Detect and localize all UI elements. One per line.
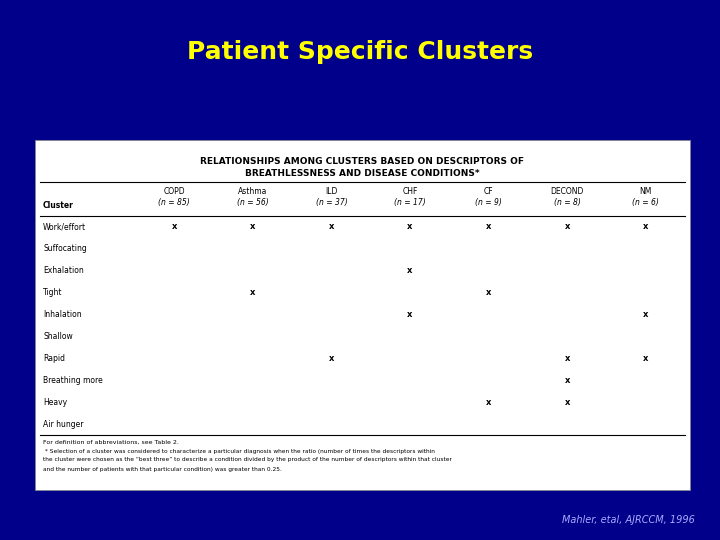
Text: DECOND: DECOND bbox=[551, 187, 584, 197]
Text: x: x bbox=[564, 397, 570, 407]
Text: Mahler, etal, AJRCCM, 1996: Mahler, etal, AJRCCM, 1996 bbox=[562, 515, 695, 525]
Text: (n = 17): (n = 17) bbox=[394, 198, 426, 206]
Text: x: x bbox=[329, 222, 334, 232]
Text: (n = 8): (n = 8) bbox=[554, 198, 580, 206]
Text: Heavy: Heavy bbox=[43, 397, 67, 407]
Text: Tight: Tight bbox=[43, 288, 63, 297]
Text: x: x bbox=[643, 354, 649, 363]
Text: (n = 56): (n = 56) bbox=[237, 198, 269, 206]
Text: (n = 9): (n = 9) bbox=[475, 198, 502, 206]
Text: x: x bbox=[564, 376, 570, 384]
Text: (n = 85): (n = 85) bbox=[158, 198, 190, 206]
Text: x: x bbox=[329, 354, 334, 363]
Text: COPD: COPD bbox=[163, 187, 185, 197]
Text: x: x bbox=[643, 222, 649, 232]
Text: CF: CF bbox=[484, 187, 493, 197]
Text: Work/effort: Work/effort bbox=[43, 222, 86, 232]
Text: * Selection of a cluster was considered to characterize a particular diagnosis w: * Selection of a cluster was considered … bbox=[43, 449, 435, 454]
Text: the cluster were chosen as the “best three” to describe a condition divided by t: the cluster were chosen as the “best thr… bbox=[43, 457, 452, 462]
Text: x: x bbox=[564, 354, 570, 363]
Text: Asthma: Asthma bbox=[238, 187, 268, 197]
Text: ILD: ILD bbox=[325, 187, 338, 197]
Text: (n = 6): (n = 6) bbox=[632, 198, 659, 206]
Text: Inhalation: Inhalation bbox=[43, 310, 81, 319]
Text: Patient Specific Clusters: Patient Specific Clusters bbox=[187, 40, 533, 64]
Text: and the number of patients with that particular condition) was greater than 0.25: and the number of patients with that par… bbox=[43, 467, 282, 471]
Text: x: x bbox=[408, 222, 413, 232]
Text: x: x bbox=[408, 310, 413, 319]
Text: x: x bbox=[408, 266, 413, 275]
Text: Rapid: Rapid bbox=[43, 354, 65, 363]
Text: Exhalation: Exhalation bbox=[43, 266, 84, 275]
Text: NM: NM bbox=[639, 187, 652, 197]
Text: x: x bbox=[486, 288, 491, 297]
Text: BREATHLESSNESS AND DISEASE CONDITIONS*: BREATHLESSNESS AND DISEASE CONDITIONS* bbox=[246, 170, 480, 179]
Text: x: x bbox=[250, 288, 256, 297]
Text: x: x bbox=[171, 222, 177, 232]
Text: For definition of abbreviations, see Table 2.: For definition of abbreviations, see Tab… bbox=[43, 440, 179, 444]
Text: x: x bbox=[486, 397, 491, 407]
Text: Air hunger: Air hunger bbox=[43, 420, 84, 429]
Text: (n = 37): (n = 37) bbox=[315, 198, 347, 206]
Text: x: x bbox=[250, 222, 256, 232]
Text: RELATIONSHIPS AMONG CLUSTERS BASED ON DESCRIPTORS OF: RELATIONSHIPS AMONG CLUSTERS BASED ON DE… bbox=[200, 158, 524, 166]
Text: Suffocating: Suffocating bbox=[43, 244, 86, 253]
Text: x: x bbox=[486, 222, 491, 232]
Text: Shallow: Shallow bbox=[43, 332, 73, 341]
Text: CHF: CHF bbox=[402, 187, 418, 197]
Text: x: x bbox=[564, 222, 570, 232]
Text: Cluster: Cluster bbox=[43, 201, 74, 211]
Text: Breathing more: Breathing more bbox=[43, 376, 103, 384]
Bar bbox=[35, 140, 690, 490]
Text: x: x bbox=[643, 310, 649, 319]
